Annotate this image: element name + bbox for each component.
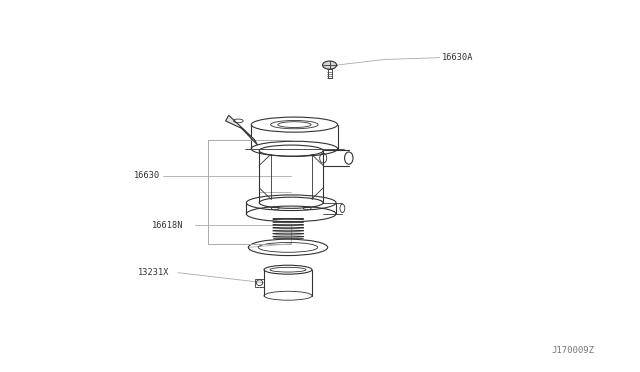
Bar <box>328 69 332 78</box>
Text: J170009Z: J170009Z <box>551 346 595 355</box>
Ellipse shape <box>323 61 337 69</box>
Bar <box>255 279 264 287</box>
Text: 13231X: 13231X <box>138 268 169 277</box>
Text: 16630: 16630 <box>134 171 161 180</box>
Polygon shape <box>226 115 258 145</box>
Text: 16618N: 16618N <box>152 221 184 230</box>
Text: 16630A: 16630A <box>442 53 473 62</box>
